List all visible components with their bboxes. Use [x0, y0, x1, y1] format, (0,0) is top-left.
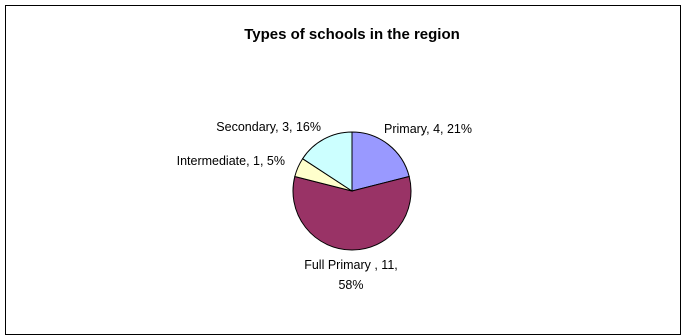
- pie-slice-full-primary: [292, 175, 412, 251]
- slice-label-line: Intermediate, 1, 5%: [177, 154, 285, 168]
- slice-label-full-primary: Full Primary , 11, 58%: [304, 258, 398, 292]
- slice-label-secondary: Secondary, 3, 16%: [216, 120, 321, 134]
- pie-chart: Types of schools in the region Primary, …: [177, 26, 472, 292]
- pie-slice-secondary: [301, 131, 353, 192]
- slice-label-intermediate: Intermediate, 1, 5%: [177, 154, 285, 168]
- slice-label-line: Primary, 4, 21%: [384, 122, 472, 136]
- pie-slice-primary: [351, 131, 410, 192]
- pie-slices: [292, 131, 412, 251]
- slice-label-line: Full Primary , 11,: [304, 258, 398, 272]
- slice-labels: Primary, 4, 21% Full Primary , 11, 58% Inte…: [177, 120, 472, 292]
- slice-label-line: Secondary, 3, 16%: [216, 120, 321, 134]
- slice-label-primary: Primary, 4, 21%: [384, 122, 472, 136]
- chart-title: Types of schools in the region: [244, 26, 460, 43]
- slice-label-line: 58%: [338, 278, 363, 292]
